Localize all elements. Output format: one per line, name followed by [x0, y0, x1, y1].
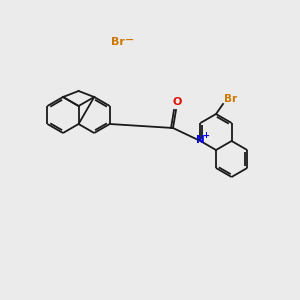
Text: Br: Br	[111, 37, 125, 47]
Text: Br: Br	[224, 94, 238, 104]
Text: −: −	[125, 35, 135, 45]
Text: O: O	[172, 97, 182, 107]
Text: +: +	[202, 131, 209, 140]
Text: N: N	[196, 135, 205, 145]
